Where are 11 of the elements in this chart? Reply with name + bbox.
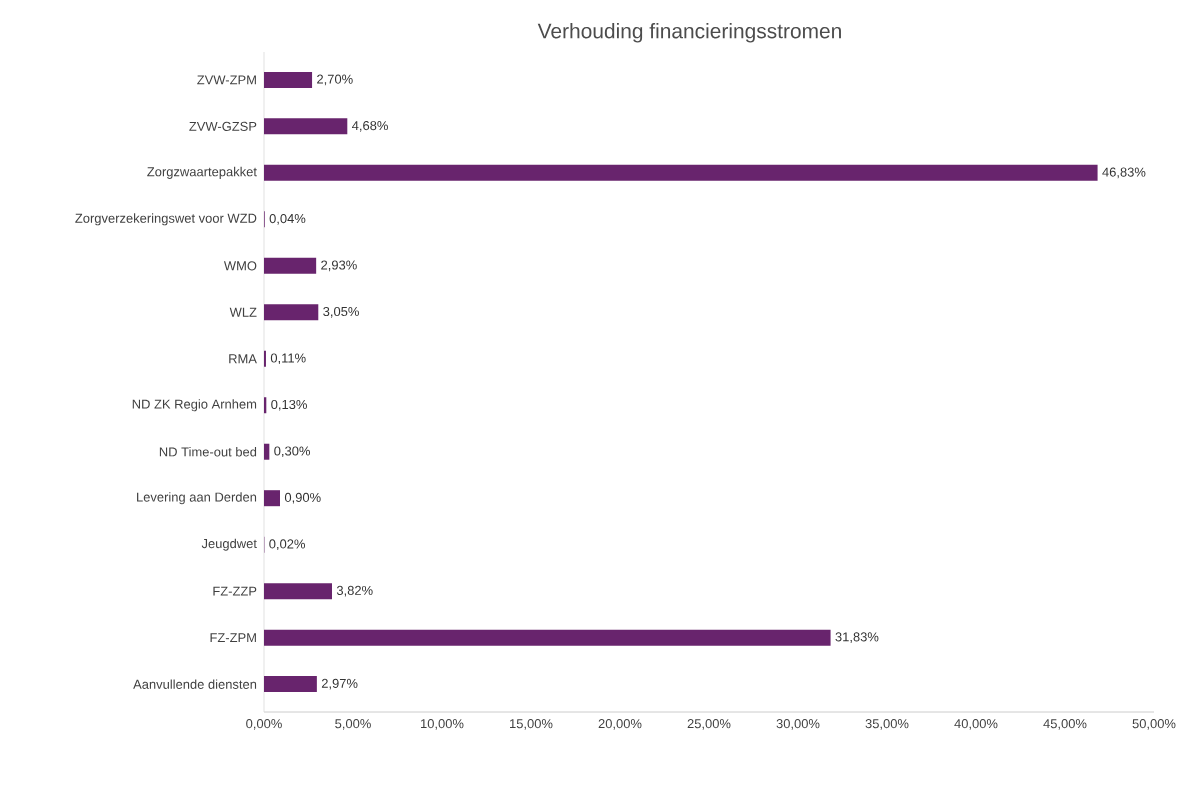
bar	[264, 443, 270, 460]
bar	[264, 118, 348, 135]
chart-title: Verhouding financieringsstromen	[537, 23, 841, 43]
bar	[264, 490, 281, 507]
bar	[264, 629, 831, 646]
bar	[264, 676, 317, 693]
bar	[264, 164, 1098, 181]
bar	[264, 257, 317, 274]
bar	[264, 583, 332, 600]
bar	[264, 304, 319, 321]
bar	[264, 71, 313, 88]
